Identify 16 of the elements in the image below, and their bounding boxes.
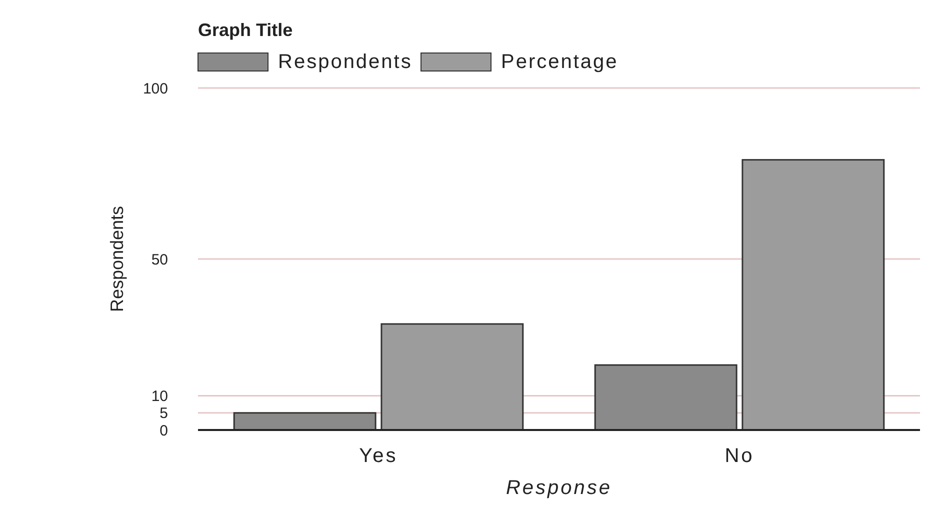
bar [742, 159, 885, 431]
x-tick-label: No [724, 445, 754, 467]
x-axis-title: Response [506, 477, 612, 499]
y-tick-label: 5 [160, 405, 168, 422]
legend-label: Percentage [501, 51, 618, 73]
legend-label: Respondents [278, 51, 412, 73]
y-tick-label: 10 [151, 388, 168, 406]
chart-title: Graph Title [198, 20, 293, 40]
bar [233, 412, 376, 431]
y-tick-label: 0 [160, 422, 168, 440]
bar [380, 323, 524, 431]
x-tick-label: Yes [359, 445, 398, 467]
y-tick-label: 50 [151, 251, 168, 268]
y-tick-label: 100 [142, 80, 168, 98]
bar [594, 364, 738, 431]
y-axis-title: Respondents [107, 206, 127, 312]
